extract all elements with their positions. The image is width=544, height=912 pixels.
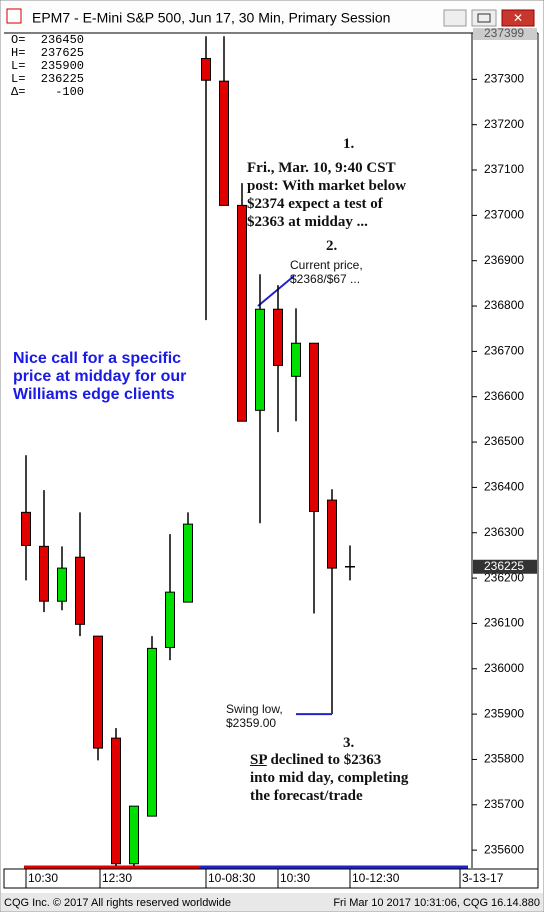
info-label: O= [11,33,25,47]
x-label: 10-08:30 [208,871,256,885]
candle-body [75,556,85,625]
annotation: into mid day, completing [250,770,409,786]
info-label: Δ= [11,85,25,99]
x-label: 3-13-17 [462,871,504,885]
x-label: 12:30 [102,871,132,885]
x-label: 10:30 [28,871,58,885]
info-label: H= [11,46,25,60]
y-tick-label: 235600 [484,842,524,856]
annotation: $2363 at midday ... [247,214,368,230]
y-tick-label: 236700 [484,344,524,358]
footer-right: Fri Mar 10 2017 10:31:06, CQG 16.14.880 [333,897,540,909]
y-tick-label: 235800 [484,752,524,766]
candle-body [201,57,211,81]
y-tick-label: 237300 [484,72,524,86]
candle-body [147,647,157,817]
last-price: 236225 [484,559,524,573]
annotation: the forecast/trade [250,788,363,804]
info-value: -100 [55,85,84,99]
candle-body [309,342,319,512]
y-tick-label: 236200 [484,570,524,584]
info-value: 235900 [41,59,84,73]
annotation-number: 1. [343,136,355,152]
candle-body [39,545,49,602]
annotation-number: 3. [343,735,355,751]
info-label: L= [11,59,25,73]
y-tick-label: 236300 [484,525,524,539]
info-value: 236450 [41,33,84,47]
minimize[interactable] [443,9,467,27]
close[interactable] [501,9,535,27]
footer-left: CQG Inc. © 2017 All rights reserved worl… [4,897,231,909]
y-tick-label: 236000 [484,661,524,675]
x-label: 10:30 [280,871,310,885]
window-title: EPM7 - E-Mini S&P 500, Jun 17, 30 Min, P… [32,10,390,26]
top-label-bg [473,28,537,40]
max-icon [477,13,491,23]
last-price-bg [473,559,537,574]
candle-body [165,591,175,648]
annotation: price at midday for our [13,368,187,385]
close-x: ✕ [513,11,523,25]
candle-body [183,523,193,603]
app-icon [6,8,22,24]
info-value: 237625 [41,46,84,60]
annotation: Swing low, [226,702,283,716]
candle-body [237,204,247,422]
annotation: post: With market below [247,178,407,194]
candle-body [21,511,31,546]
annotation: $2374 expect a test of [247,196,383,212]
pointer-line [257,275,295,307]
y-tick-label: 235700 [484,797,524,811]
text: declined to $2363 [266,752,382,768]
annotation: Fri., Mar. 10, 9:40 CST [247,160,396,176]
top-label: 237399 [484,26,524,40]
y-tick-label: 236500 [484,434,524,448]
annotation-number: 2. [326,238,338,254]
annotation: Nice call for a specific [13,350,182,367]
y-tick-label: 235900 [484,706,524,720]
y-tick-label: 236900 [484,253,524,267]
y-tick-label: 236600 [484,389,524,403]
candle-body [129,805,139,865]
y-tick-label: 237100 [484,162,524,176]
footer [1,893,543,911]
annotation: $2359.00 [226,716,277,730]
info-label: L= [11,72,25,86]
annotation: $2368/$67 ... [290,272,361,286]
annotation: Current price, [290,258,363,272]
annotation: Williams edge clients [13,386,175,403]
x-label: 10-12:30 [352,871,400,885]
x-axis [3,868,539,889]
annotation-line: SP declined to $2363 [250,751,381,769]
candle-body [291,342,301,377]
y-tick-label: 236100 [484,616,524,630]
y-tick-label: 236400 [484,480,524,494]
info-value: 236225 [41,72,84,86]
underlined: SP [250,752,267,768]
y-tick-label: 237200 [484,117,524,131]
candle-body [219,80,229,206]
candle-body [93,635,103,749]
y-tick-label: 237000 [484,208,524,222]
maximize[interactable] [471,9,497,27]
candle-body [57,567,67,602]
y-tick-label: 236800 [484,298,524,312]
candle-body [273,308,283,366]
candle-body [327,499,337,569]
candle-body [111,737,121,865]
candle-body [255,308,265,411]
